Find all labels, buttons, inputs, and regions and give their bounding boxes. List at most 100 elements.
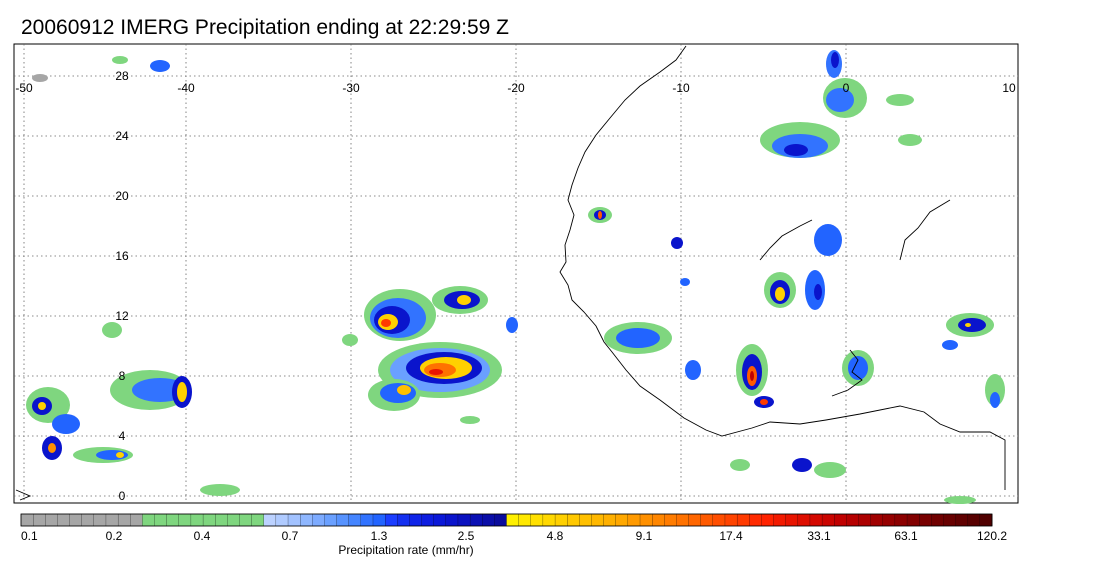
colorbar-swatch: [360, 513, 374, 527]
colorbar-swatch: [251, 513, 265, 527]
colorbar-swatch: [227, 513, 240, 527]
colorbar-swatch: [749, 513, 762, 527]
lon-label: -30: [342, 81, 360, 95]
colorbar-swatch: [117, 513, 131, 527]
colorbar-swatch: [919, 513, 932, 527]
colorbar-swatch: [421, 513, 435, 527]
lon-label: 10: [1002, 81, 1016, 95]
colorbar-swatch: [554, 513, 568, 527]
colorbar-swatch: [821, 513, 835, 527]
colorbar-swatch: [506, 513, 520, 527]
colorbar-swatch: [943, 513, 957, 527]
colorbar-swatches: [20, 513, 993, 527]
colorbar-swatch: [348, 513, 362, 527]
colorbar-swatch: [906, 513, 920, 527]
colorbar-swatch: [457, 513, 471, 527]
colorbar-swatch: [409, 513, 422, 527]
colorbar-swatch: [724, 513, 738, 527]
colorbar-swatch: [846, 513, 859, 527]
colorbar-swatch: [385, 513, 398, 527]
colorbar-swatch: [603, 513, 617, 527]
colorbar-swatch: [57, 513, 70, 527]
colorbar-tick-label: 63.1: [894, 529, 918, 543]
precip-cell-east: [736, 50, 1005, 472]
colorbar-swatch: [688, 513, 702, 527]
colorbar-swatch: [627, 513, 641, 527]
lon-label: 0: [843, 81, 850, 95]
colorbar-swatch: [652, 513, 665, 527]
colorbar-swatch: [518, 513, 532, 527]
colorbar-label: Precipitation rate (mm/hr): [338, 543, 473, 557]
colorbar-swatch: [372, 513, 386, 527]
colorbar-swatch: [433, 513, 447, 527]
colorbar-swatch: [81, 513, 95, 527]
precipitation-field: [26, 50, 1005, 504]
colorbar-swatch: [69, 513, 83, 527]
colorbar-tick-label: 0.7: [282, 529, 299, 543]
graticule: [14, 44, 1018, 503]
colorbar-frame: [20, 513, 993, 527]
colorbar-swatch: [324, 513, 338, 527]
colorbar-tick-label: 17.4: [719, 529, 743, 543]
colorbar-swatch: [202, 513, 216, 527]
colorbar-swatch: [275, 513, 289, 527]
colorbar-swatch: [397, 513, 410, 527]
map-title: 20060912 IMERG Precipitation ending at 2…: [21, 16, 509, 39]
colorbar-swatch: [469, 513, 483, 527]
colorbar-swatch: [591, 513, 605, 527]
colorbar-swatch: [567, 513, 580, 527]
lat-label: 12: [115, 309, 129, 323]
latitude-labels: 28 24 20 16 12 8 4 0: [115, 69, 129, 503]
colorbar-swatch: [979, 513, 993, 527]
colorbar-swatch: [154, 513, 168, 527]
colorbar-swatch: [33, 513, 46, 527]
colorbar-swatch: [142, 513, 155, 527]
lon-label: -50: [15, 81, 33, 95]
lon-label: -20: [507, 81, 525, 95]
colorbar-swatch: [639, 513, 653, 527]
colorbar-tick-label: 4.8: [547, 529, 564, 543]
colorbar-swatch: [445, 513, 459, 527]
colorbar-swatch: [45, 513, 58, 527]
precip-cell-central: [364, 286, 502, 411]
colorbar-swatch: [166, 513, 180, 527]
colorbar-swatch: [215, 513, 228, 527]
lat-label: 16: [115, 249, 129, 263]
lat-label: 20: [115, 189, 129, 203]
precip-scatter: [32, 56, 976, 504]
colorbar-swatch: [785, 513, 799, 527]
lat-label: 24: [115, 129, 129, 143]
colorbar-swatch: [287, 513, 301, 527]
colorbar-ticks: 0.1 0.2 0.4 0.7 1.3 2.5 4.8 9.1 17.4 33.…: [21, 529, 1007, 543]
colorbar-swatch: [712, 513, 726, 527]
colorbar-swatch: [20, 513, 34, 527]
colorbar-swatch: [178, 513, 192, 527]
colorbar-tick-label: 0.4: [194, 529, 211, 543]
lon-label: -10: [672, 81, 690, 95]
colorbar-tick-label: 0.1: [21, 529, 38, 543]
longitude-labels: -50 -40 -30 -20 -10 0 10: [15, 81, 1016, 95]
colorbar-swatch: [105, 513, 119, 527]
colorbar-swatch: [858, 513, 872, 527]
colorbar-tick-label: 0.2: [106, 529, 123, 543]
colorbar-swatch: [312, 513, 325, 527]
colorbar-swatch: [239, 513, 253, 527]
coastline: [15, 45, 1006, 501]
colorbar-swatch: [809, 513, 823, 527]
colorbar-tick-label: 1.3: [371, 529, 388, 543]
lat-label: 28: [115, 69, 129, 83]
colorbar-swatch: [894, 513, 908, 527]
colorbar-swatch: [834, 513, 847, 527]
colorbar-swatch: [664, 513, 677, 527]
colorbar-swatch: [263, 513, 277, 527]
colorbar-swatch: [494, 513, 507, 527]
lat-label: 4: [119, 429, 126, 443]
colorbar-tick-label: 9.1: [636, 529, 653, 543]
colorbar-swatch: [579, 513, 592, 527]
colorbar-swatch: [967, 513, 981, 527]
colorbar-swatch: [761, 513, 774, 527]
colorbar-tick-label: 120.2: [977, 529, 1007, 543]
colorbar-swatch: [336, 513, 350, 527]
colorbar-swatch: [542, 513, 556, 527]
